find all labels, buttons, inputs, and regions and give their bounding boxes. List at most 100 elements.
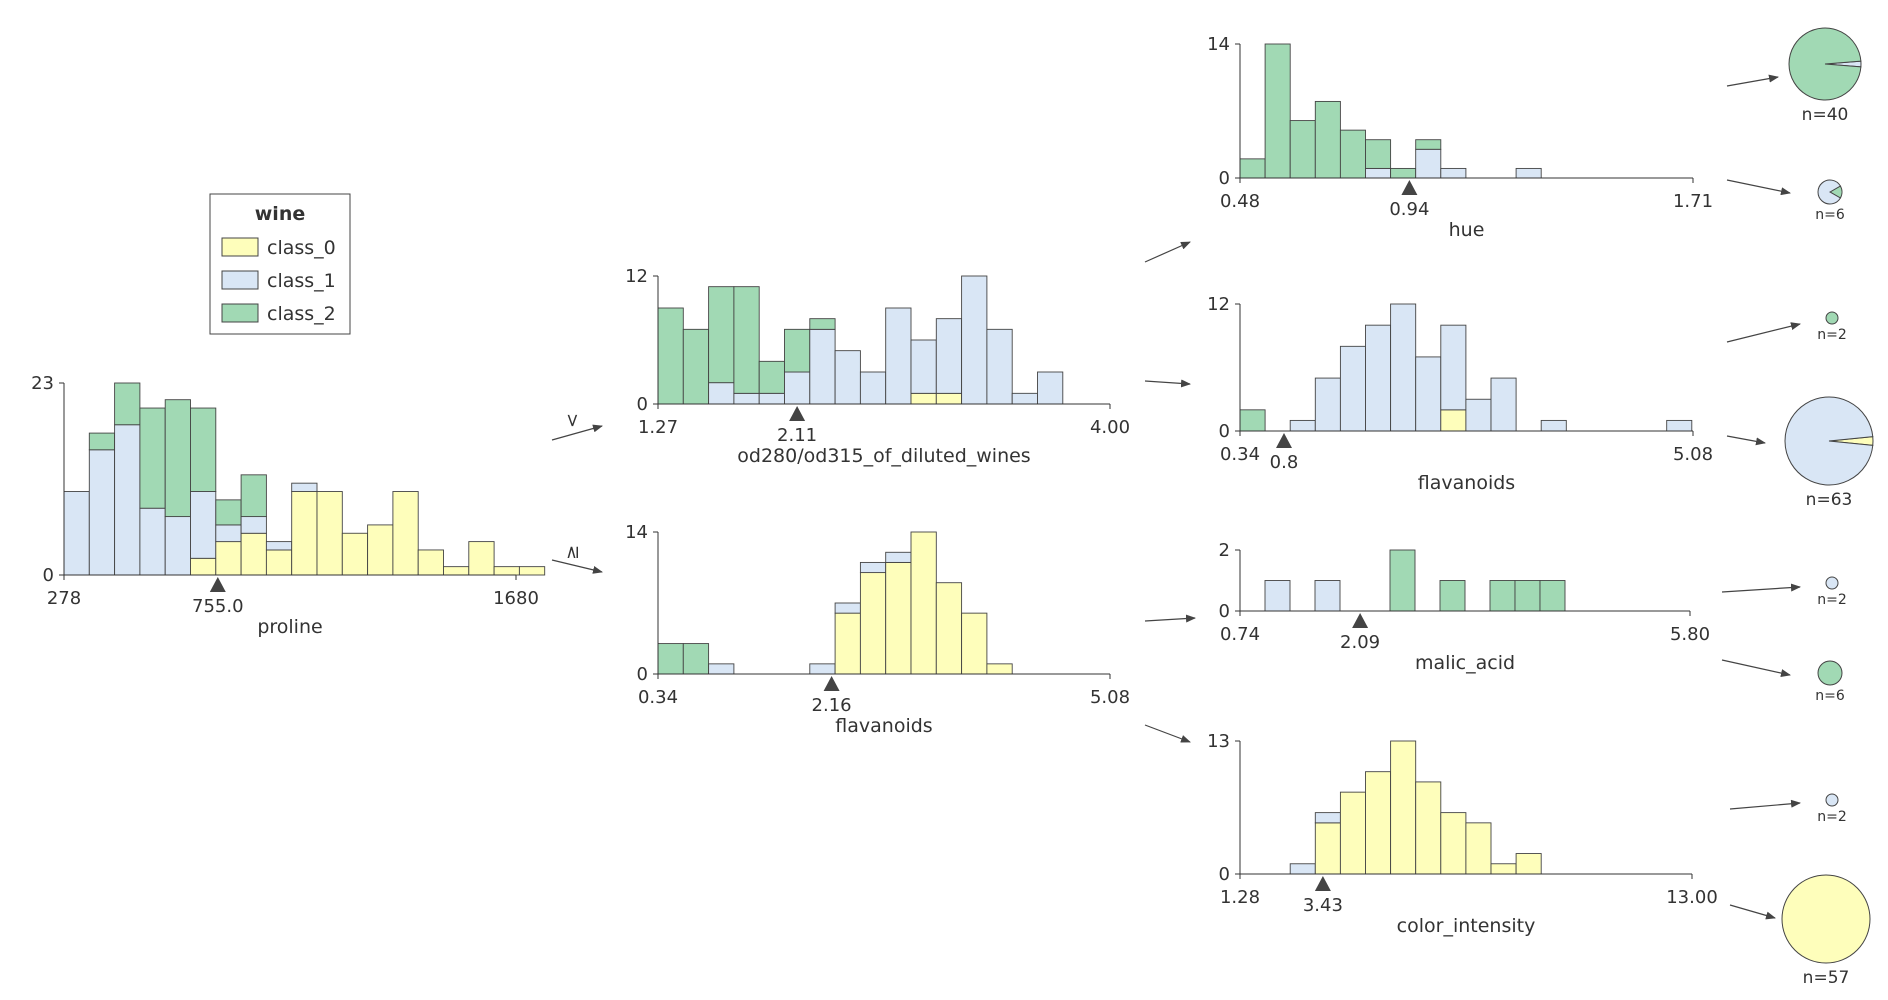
bar-right-9-class-0 [885, 561, 912, 675]
split-marker-right [823, 676, 840, 691]
edge-hue-leaf2 [1726, 179, 1791, 196]
legend-title: wine [255, 203, 305, 225]
x-axis-title-root: proline [257, 616, 322, 638]
split-label-flav2: 0.8 [1270, 452, 1299, 473]
edge-right-color [1144, 724, 1191, 743]
bar-root-6-class-0 [215, 541, 242, 576]
bar-hue-3-class-2 [1314, 100, 1341, 179]
y-tick-label-min-malic: 0 [1219, 601, 1230, 622]
bar-root-5-class-2 [190, 407, 217, 492]
bar-right-13-class-0 [986, 663, 1013, 675]
bar-root-4-class-2 [164, 399, 191, 518]
pie-slice-leaf5-class-1 [1825, 576, 1839, 590]
bar-left-1-class-2 [682, 328, 710, 405]
x-axis-title-malic: malic_acid [1415, 652, 1515, 674]
y-tick-label-max-root: 23 [31, 373, 54, 394]
bar-left-9-class-1 [885, 307, 912, 405]
bar-root-7-class-2 [240, 474, 267, 518]
y-tick-label-min-flav2: 0 [1219, 421, 1230, 442]
y-tick-label-min-hue: 0 [1219, 168, 1230, 189]
bar-right-0-class-2 [657, 643, 684, 675]
edge-root-left [551, 424, 603, 441]
bar-root-14-class-0 [417, 549, 444, 576]
y-tick-label-max-left: 12 [625, 266, 648, 287]
x-tick-label-min-right: 0.34 [638, 687, 678, 708]
x-tick-label-min-color: 1.28 [1220, 887, 1260, 908]
bar-root-3-class-2 [139, 407, 166, 509]
bar-color-2-class-1 [1289, 863, 1316, 875]
bar-flav2-17-class-1 [1666, 419, 1693, 432]
bar-right-7-class-0 [834, 612, 861, 675]
bar-left-4-class-2 [758, 360, 785, 394]
y-tick-label-max-flav2: 12 [1207, 294, 1230, 315]
bar-hue-11-class-1 [1515, 167, 1542, 179]
bar-left-3-class-1 [733, 392, 760, 405]
bar-right-10-class-0 [910, 531, 937, 675]
histogram-flavanoids-2: 0 12 0.34 5.08 0.8 flavanoids [1207, 294, 1713, 494]
x-tick-label-max-hue: 1.71 [1673, 191, 1713, 212]
bar-color-8-class-0 [1440, 812, 1467, 875]
edge-hue-leaf1 [1726, 74, 1779, 87]
bar-left-2-class-1 [708, 382, 735, 405]
y-tick-label-min-color: 0 [1219, 864, 1230, 885]
bar-malic-11-class-2 [1514, 580, 1541, 612]
edge-flav-leaf4 [1726, 435, 1766, 446]
branch-label-less: < [562, 413, 583, 428]
bar-color-9-class-0 [1465, 822, 1492, 875]
bar-flav2-9-class-1 [1465, 398, 1492, 432]
bar-malic-12-class-2 [1539, 580, 1566, 612]
bar-left-6-class-2 [809, 318, 836, 330]
bar-left-4-class-1 [758, 392, 785, 405]
bar-color-3-class-1 [1314, 812, 1341, 824]
bar-malic-3-class-1 [1314, 580, 1341, 612]
bar-root-6-class-1 [215, 524, 242, 543]
legend-label-class-0: class_0 [267, 237, 336, 259]
pie-slice-leaf3-class-2 [1825, 311, 1839, 325]
y-tick-label-max-malic: 2 [1219, 540, 1230, 561]
leaf-count-leaf7: n=2 [1817, 809, 1847, 825]
split-marker-malic [1352, 613, 1369, 628]
bar-flav2-6-class-1 [1390, 303, 1417, 432]
edge-root-right [551, 559, 603, 574]
bar-root-18-class-0 [518, 566, 546, 576]
bar-malic-8-class-2 [1439, 580, 1466, 612]
split-marker-hue [1401, 180, 1418, 195]
bar-hue-5-class-2 [1365, 139, 1392, 169]
x-axis-title-hue: hue [1449, 219, 1485, 241]
bar-color-6-class-0 [1390, 740, 1417, 875]
bar-flav2-2-class-1 [1289, 419, 1316, 432]
pie-slice-leaf2-class-1 [1817, 179, 1842, 205]
bar-root-16-class-0 [468, 541, 495, 576]
bar-root-1-class-2 [88, 432, 116, 451]
split-label-color: 3.43 [1303, 895, 1343, 916]
bar-root-10-class-0 [316, 491, 343, 576]
bar-flav2-5-class-1 [1365, 324, 1392, 432]
bar-root-17-class-0 [493, 566, 520, 576]
leaf-count-leaf2: n=6 [1815, 207, 1845, 223]
edge-left-flavanoids [1144, 379, 1191, 388]
leaf-count-leaf8: n=57 [1803, 968, 1850, 988]
x-tick-label-max-malic: 5.80 [1670, 624, 1710, 645]
bar-color-11-class-0 [1515, 853, 1542, 875]
bar-malic-10-class-2 [1489, 580, 1516, 612]
bar-root-2-class-1 [114, 424, 141, 576]
histogram-proline: 0 23 278 1680 755.0 proline [31, 373, 546, 638]
histogram-color-intensity: 0 13 1.28 13.00 3.43 color_intensity [1207, 731, 1718, 937]
bar-left-2-class-2 [708, 286, 735, 384]
bar-left-15-class-1 [1037, 371, 1064, 405]
bar-flav2-7-class-1 [1415, 356, 1442, 432]
bar-hue-1-class-2 [1264, 43, 1291, 179]
bar-hue-6-class-2 [1390, 167, 1417, 179]
bar-flav2-4-class-1 [1339, 345, 1366, 432]
bar-left-12-class-1 [961, 275, 988, 405]
bar-flav2-8-class-0 [1440, 409, 1467, 432]
bar-root-7-class-1 [240, 516, 267, 534]
x-axis-title-left: od280/od315_of_diluted_wines [737, 445, 1030, 467]
x-tick-label-min-root: 278 [47, 588, 81, 609]
bar-right-12-class-0 [961, 612, 988, 675]
x-tick-label-min-flav2: 0.34 [1220, 444, 1260, 465]
bar-right-7-class-1 [834, 602, 861, 614]
branch-label-greater-equal: ≥ [562, 545, 583, 560]
bar-left-13-class-1 [986, 328, 1013, 405]
